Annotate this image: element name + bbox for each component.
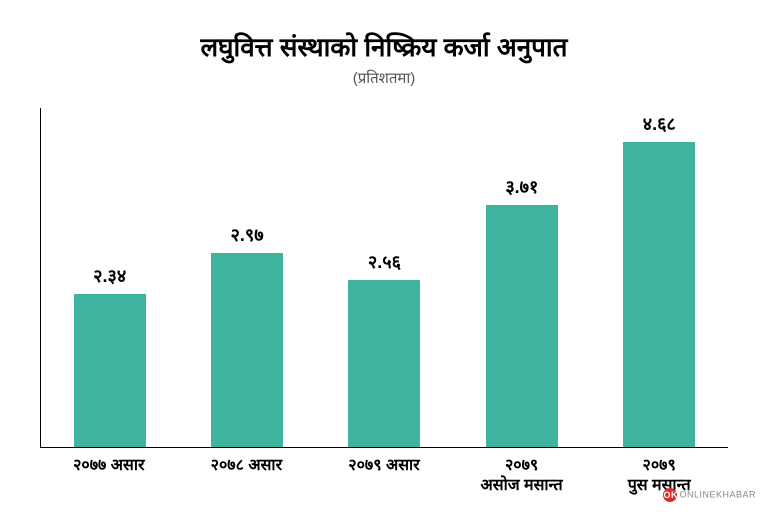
logo-mark: OK — [663, 488, 677, 502]
x-axis-label: २०७७ असार — [40, 456, 178, 496]
logo-text: ONLINEKHABAR — [679, 489, 756, 499]
source-logo: OKONLINEKHABAR — [663, 488, 756, 502]
bar-value-label: ४.६८ — [643, 112, 676, 136]
chart-title: लघुवित्त संस्थाको निष्क्रिय कर्जा अनुपात — [40, 28, 728, 64]
bars-group: २.३४ २.९७ २.५६ ३.७१ ४.६८ — [41, 108, 728, 447]
bar-value-label: २.५६ — [368, 250, 401, 274]
bar-wrap: ४.६८ — [591, 108, 728, 447]
bar-value-label: ३.७१ — [505, 175, 538, 199]
bar-wrap: ३.७१ — [453, 108, 590, 447]
x-axis-label: २०७८ असार — [178, 456, 316, 496]
bar — [348, 280, 420, 447]
bar-wrap: २.९७ — [178, 108, 315, 447]
plot-area: २.३४ २.९७ २.५६ ३.७१ ४.६८ — [40, 108, 728, 448]
bar — [211, 253, 283, 447]
chart-container: लघुवित्त संस्थाको निष्क्रिय कर्जा अनुपात… — [0, 0, 768, 512]
bar-value-label: २.३४ — [93, 264, 126, 288]
bar-wrap: २.३४ — [41, 108, 178, 447]
chart-subtitle: (प्रतिशतमा) — [40, 68, 728, 88]
bar — [74, 294, 146, 447]
bar — [623, 142, 695, 447]
bar-wrap: २.५६ — [316, 108, 453, 447]
x-axis-label: २०७९ असार — [315, 456, 453, 496]
x-axis-label: २०७९ असोज मसान्त — [453, 456, 591, 496]
x-axis-labels: २०७७ असार२०७८ असार२०७९ असार२०७९ असोज मसा… — [40, 456, 728, 496]
bar — [486, 205, 558, 447]
bar-value-label: २.९७ — [231, 223, 264, 247]
